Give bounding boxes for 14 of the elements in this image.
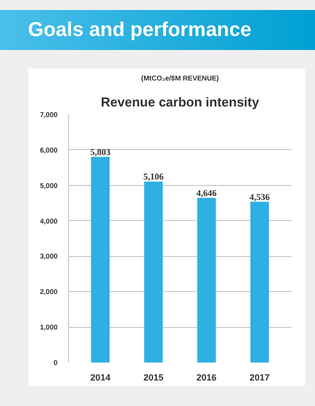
data-label: 4,536	[250, 192, 270, 202]
x-tick-label: 2017	[250, 372, 270, 382]
bar	[144, 182, 163, 362]
text: Goals and performance	[28, 18, 252, 43]
chart-title: Revenue carbon intensity	[100, 94, 260, 110]
data-label: 4,646	[196, 188, 218, 198]
x-tick-label: 2016	[196, 372, 217, 382]
x-tick-label: 2015	[143, 372, 164, 382]
data-label: 5,803	[90, 146, 111, 157]
bar	[91, 156, 110, 362]
bar	[197, 198, 216, 362]
data-label: 5,106	[143, 172, 164, 182]
x-tick-label: 2014	[90, 372, 110, 382]
bar	[250, 202, 269, 362]
